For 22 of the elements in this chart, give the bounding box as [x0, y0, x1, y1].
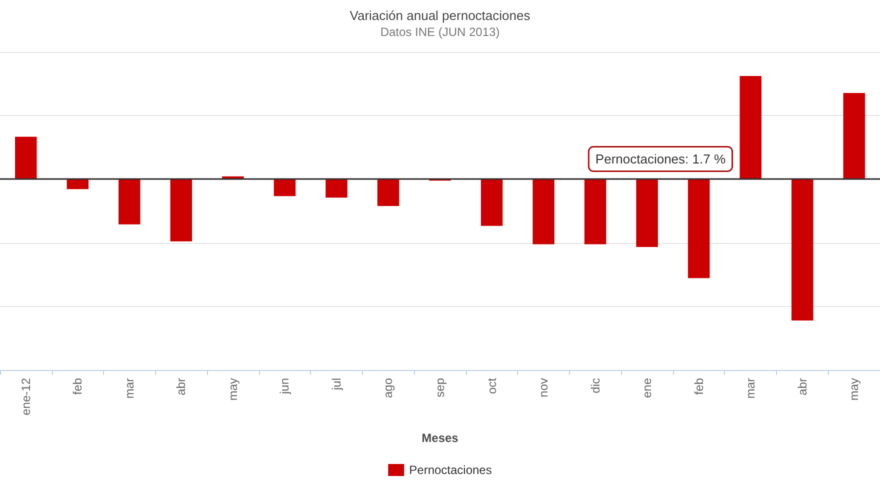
x-tick-label: sep: [433, 378, 447, 398]
chart-subtitle: Datos INE (JUN 2013): [380, 25, 500, 39]
annotation: Pernoctaciones: 1.7 %: [595, 152, 726, 166]
x-tick-label: feb: [692, 378, 706, 395]
x-tick-label: jul: [329, 378, 344, 392]
x-tick-label: dic: [588, 378, 602, 394]
x-tick-label: ene-12: [18, 378, 33, 416]
x-axis-title: Meses: [422, 431, 459, 445]
x-tick-label: ene: [640, 378, 654, 398]
x-tick-label: nov: [536, 378, 551, 398]
x-tick-label: feb: [70, 378, 85, 395]
x-tick-label: oct: [484, 377, 499, 394]
x-tick-label: mar: [122, 378, 136, 399]
x-tick-label: abr: [795, 378, 810, 396]
x-tick-label: ago: [381, 378, 396, 398]
x-tick-label: may: [847, 378, 862, 401]
x-tick-label: mar: [744, 378, 758, 399]
x-tick-label: jun: [278, 378, 292, 396]
x-tick-label: abr: [174, 378, 188, 396]
legend-label: Pernoctaciones: [409, 463, 492, 477]
x-tick-label: may: [226, 378, 240, 401]
chart-title: Variación anual pernoctaciones: [350, 8, 531, 23]
